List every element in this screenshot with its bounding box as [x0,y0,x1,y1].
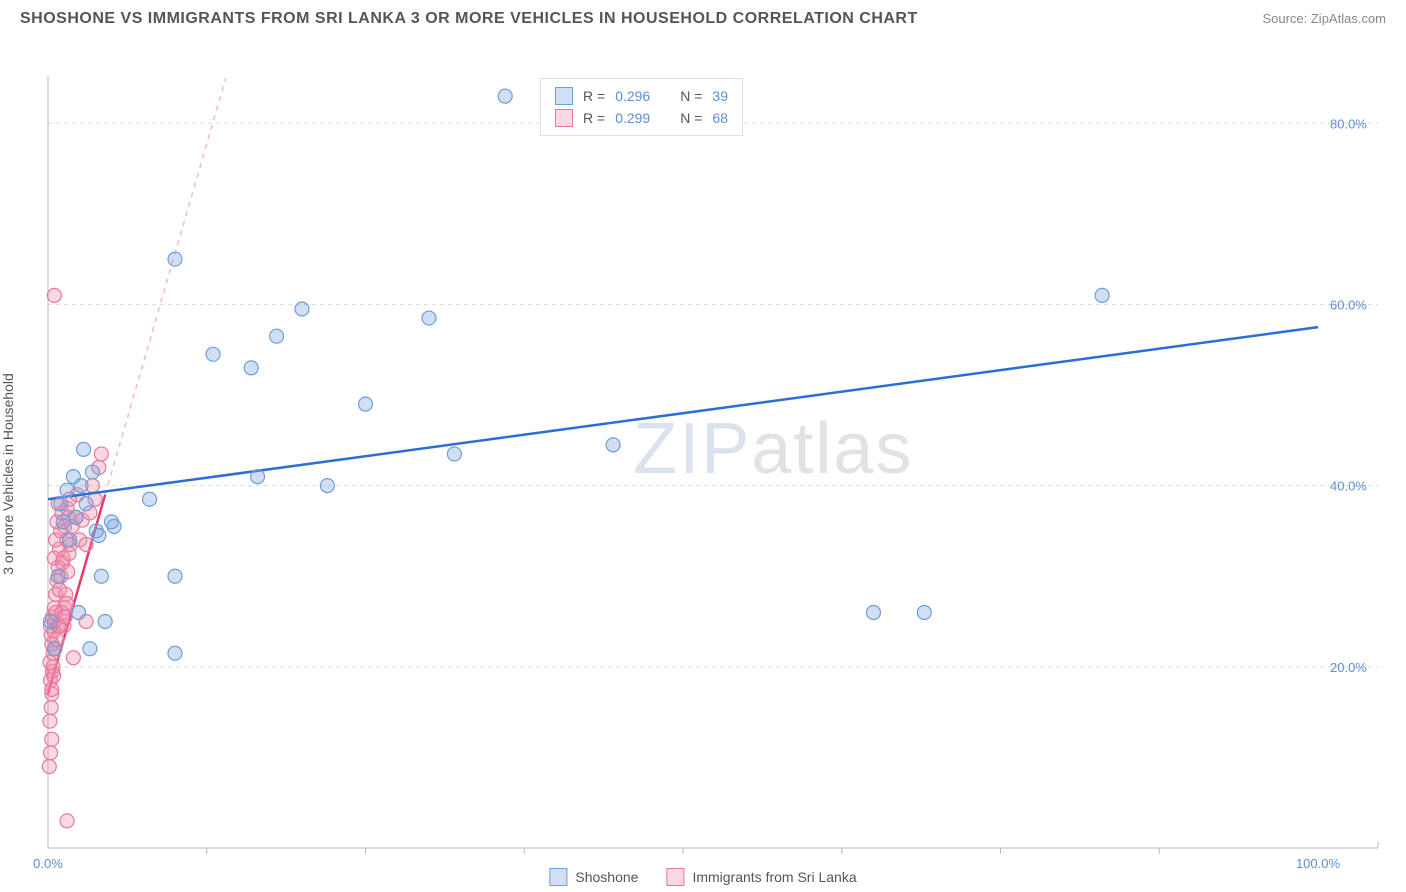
chart-source: Source: ZipAtlas.com [1262,11,1386,26]
legend-row: R = 0.299 N = 68 [555,107,728,129]
legend-swatch-icon [549,868,567,886]
legend-swatch-icon [555,109,573,127]
legend-item: Shoshone [549,868,638,886]
legend-n-value: 68 [712,107,728,129]
svg-text:0.0%: 0.0% [33,856,63,871]
legend-correlation: R = 0.296 N = 39 R = 0.299 N = 68 [540,78,743,136]
legend-n-label: N = [680,85,702,107]
legend-r-label: R = [583,107,605,129]
chart-header: SHOSHONE VS IMMIGRANTS FROM SRI LANKA 3 … [0,0,1406,36]
legend-swatch-icon [555,87,573,105]
legend-item-label: Shoshone [575,869,638,885]
legend-n-label: N = [680,107,702,129]
chart-title: SHOSHONE VS IMMIGRANTS FROM SRI LANKA 3 … [20,10,918,28]
legend-n-value: 39 [712,85,728,107]
legend-r-value: 0.299 [615,107,650,129]
legend-item: Immigrants from Sri Lanka [666,868,856,886]
scatter-plot: 20.0% 40.0% 60.0% 80.0% 0.0% 100.0% [0,40,1406,892]
legend-row: R = 0.296 N = 39 [555,85,728,107]
svg-text:40.0%: 40.0% [1330,479,1367,494]
svg-text:100.0%: 100.0% [1296,856,1341,871]
legend-series: Shoshone Immigrants from Sri Lanka [549,868,856,886]
legend-item-label: Immigrants from Sri Lanka [692,869,856,885]
chart-container: 3 or more Vehicles in Household 20.0% 40.… [0,40,1406,892]
legend-r-value: 0.296 [615,85,650,107]
svg-text:60.0%: 60.0% [1330,297,1367,312]
legend-r-label: R = [583,85,605,107]
svg-text:20.0%: 20.0% [1330,660,1367,675]
legend-swatch-icon [666,868,684,886]
y-axis-label: 3 or more Vehicles in Household [0,373,16,575]
svg-text:80.0%: 80.0% [1330,116,1367,131]
